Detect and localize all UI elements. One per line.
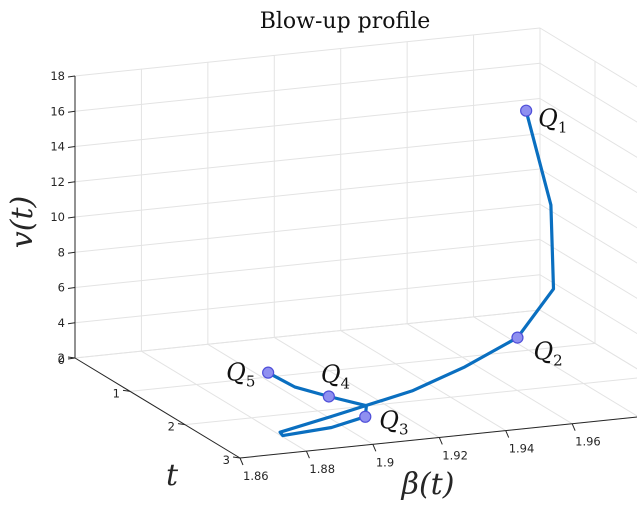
side-wall-gridline-z: [539, 274, 637, 335]
floor-gridline-t: [184, 377, 637, 426]
back-wall-gridline-z: [74, 27, 541, 77]
floor-gridline-x: [340, 330, 506, 431]
side-wall-gridline-z: [539, 27, 637, 88]
y-axis-label: t: [166, 458, 179, 493]
back-wall-gridline-z: [74, 62, 541, 112]
point-q1: [520, 104, 533, 117]
z-tick-label: 8: [58, 245, 65, 259]
z-tick-mark: [67, 251, 76, 254]
floor-gridline-x: [274, 337, 440, 438]
z-tick-mark: [67, 216, 76, 219]
x-tick-label: 1.94: [509, 442, 535, 456]
x-tick-mark: [438, 437, 443, 445]
floor-gridline-x: [141, 350, 307, 452]
back-wall-gridline-z: [74, 133, 541, 183]
z-tick-label: 2: [58, 351, 65, 365]
x-tick-label: 1.9: [376, 455, 394, 469]
back-wall-gridline-z: [74, 203, 541, 253]
axes: [67, 75, 637, 466]
series-line: [266, 109, 556, 438]
point-label-q4: Q4: [321, 360, 350, 392]
point-label-subscript: 5: [246, 373, 256, 391]
t-tick-label: 1: [113, 386, 120, 400]
x-tick-mark: [372, 444, 377, 452]
point-label-subscript: 3: [399, 421, 409, 439]
t-tick-mark: [67, 356, 76, 359]
z-tick-mark: [67, 322, 76, 325]
back-wall-gridline-z: [74, 309, 541, 359]
t-tick-mark: [232, 456, 241, 459]
z-tick-label: 6: [58, 281, 65, 295]
back-wall-gridline-z: [74, 239, 541, 288]
point-q2: [511, 331, 524, 344]
t-tick-label: 0: [58, 353, 65, 367]
side-wall-gridline-z: [539, 62, 637, 123]
x-tick-mark: [305, 450, 310, 459]
side-wall-gridline-z: [539, 203, 637, 264]
z-axis-label: v(t): [5, 196, 40, 248]
x-tick-label: 1.88: [309, 462, 335, 476]
back-wall-gridline-z: [74, 98, 541, 147]
floor-gridline-t: [129, 342, 596, 392]
z-tick-label: 16: [50, 104, 65, 118]
side-wall-gridline-z: [539, 168, 637, 229]
point-label-subscript: 1: [558, 119, 568, 137]
x-tick-mark: [239, 457, 244, 466]
z-tick-label: 10: [50, 210, 65, 224]
x-tick-label: 1.96: [575, 435, 601, 449]
point-label-q5: Q5: [226, 359, 255, 391]
point-q4: [322, 390, 335, 403]
side-wall-gridline-z: [539, 239, 637, 299]
floor-gridline-x: [207, 343, 374, 445]
x-tick-mark: [505, 430, 510, 438]
x-axis-line: [239, 416, 637, 459]
z-tick-mark: [67, 75, 76, 78]
back-wall-gridline-z: [74, 274, 541, 324]
floor-gridline-x: [406, 323, 573, 425]
z-tick-mark: [67, 287, 76, 289]
side-wall-gridline-z: [539, 98, 637, 158]
z-tick-label: 18: [50, 69, 65, 83]
t-tick-mark: [177, 423, 186, 426]
point-q5: [262, 366, 275, 379]
x-tick-label: 1.92: [442, 448, 468, 462]
z-tick-mark: [67, 110, 76, 113]
point-label-subscript: 2: [553, 352, 563, 370]
t-tick-label: 2: [168, 420, 175, 434]
z-tick-mark: [67, 181, 76, 184]
side-wall-gridline-z: [539, 309, 637, 370]
z-tick-mark: [67, 146, 76, 148]
point-label-q2: Q2: [533, 338, 562, 370]
side-wall-gridline-z: [539, 133, 637, 194]
point-label-q3: Q3: [379, 407, 408, 439]
point-label-q1: Q1: [538, 105, 567, 137]
z-tick-label: 12: [50, 175, 65, 189]
back-wall-gridline-z: [74, 168, 541, 218]
floor-gridline-x: [473, 316, 637, 417]
data-points: Q1 Q2 Q3 Q4 Q5: [226, 104, 567, 439]
x-tick-label: 1.86: [243, 469, 269, 483]
t-tick-label: 3: [223, 453, 230, 467]
z-tick-label: 14: [50, 140, 65, 154]
point-label-subscript: 4: [341, 374, 351, 392]
z-tick-label: 4: [58, 316, 65, 330]
point-q3: [359, 410, 372, 423]
x-axis-label: β(t): [401, 467, 455, 502]
x-tick-mark: [571, 423, 576, 431]
chart-title: Blow-up profile: [260, 9, 431, 34]
t-tick-mark: [122, 389, 131, 392]
t-axis-line: [74, 357, 241, 459]
